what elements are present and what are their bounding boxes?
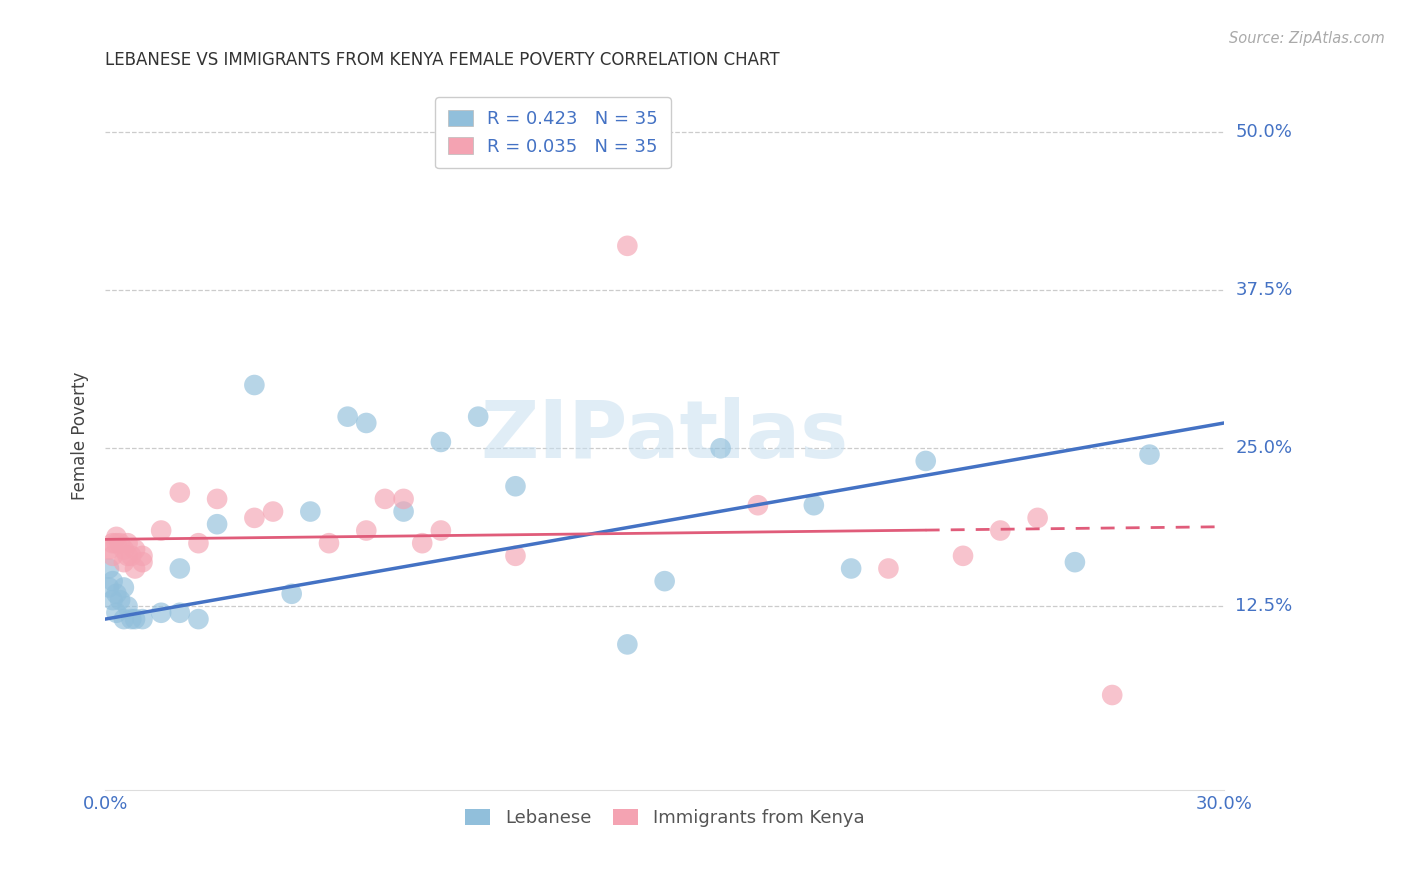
Point [262, 504, 284, 518]
Point [336, 409, 359, 424]
Point [108, 593, 131, 607]
Point [131, 555, 153, 569]
Point [1101, 688, 1123, 702]
Point [131, 549, 153, 563]
Point [169, 485, 191, 500]
Point [101, 593, 124, 607]
Text: LEBANESE VS IMMIGRANTS FROM KENYA FEMALE POVERTY CORRELATION CHART: LEBANESE VS IMMIGRANTS FROM KENYA FEMALE… [105, 51, 780, 69]
Point [616, 239, 638, 253]
Point [117, 599, 139, 614]
Point [169, 561, 191, 575]
Point [356, 416, 378, 430]
Point [616, 637, 638, 651]
Point [467, 409, 489, 424]
Point [101, 536, 124, 550]
Point [120, 612, 142, 626]
Point [105, 587, 128, 601]
Point [411, 536, 433, 550]
Point [952, 549, 974, 563]
Point [105, 606, 128, 620]
Point [101, 574, 124, 589]
Point [877, 561, 900, 575]
Point [392, 504, 415, 518]
Point [243, 511, 266, 525]
Point [97, 581, 120, 595]
Point [1026, 511, 1049, 525]
Point [205, 491, 228, 506]
Point [112, 581, 135, 595]
Point [124, 561, 146, 575]
Point [374, 491, 396, 506]
Point [112, 612, 135, 626]
Point [356, 524, 378, 538]
Point [105, 536, 128, 550]
Point [101, 549, 124, 563]
Point [120, 549, 142, 563]
Point [108, 536, 131, 550]
Point [187, 536, 209, 550]
Point [280, 587, 302, 601]
Point [150, 606, 173, 620]
Point [988, 524, 1011, 538]
Point [243, 378, 266, 392]
Point [97, 542, 120, 557]
Point [505, 549, 527, 563]
Text: 50.0%: 50.0% [1236, 123, 1292, 141]
Point [187, 612, 209, 626]
Point [430, 434, 453, 449]
Point [1064, 555, 1087, 569]
Point [299, 504, 322, 518]
Point [505, 479, 527, 493]
Point [747, 498, 769, 512]
Point [105, 530, 128, 544]
Text: 37.5%: 37.5% [1236, 281, 1292, 299]
Point [117, 549, 139, 563]
Point [117, 536, 139, 550]
Point [150, 524, 173, 538]
Point [392, 491, 415, 506]
Point [430, 524, 453, 538]
Text: Source: ZipAtlas.com: Source: ZipAtlas.com [1229, 31, 1385, 46]
Text: ZIPatlas: ZIPatlas [481, 397, 849, 475]
Point [839, 561, 862, 575]
Y-axis label: Female Poverty: Female Poverty [72, 371, 89, 500]
Point [914, 454, 936, 468]
Point [112, 555, 135, 569]
Point [318, 536, 340, 550]
Point [124, 612, 146, 626]
Point [97, 561, 120, 575]
Point [112, 542, 135, 557]
Point [710, 442, 733, 456]
Legend: Lebanese, Immigrants from Kenya: Lebanese, Immigrants from Kenya [458, 801, 872, 834]
Text: 12.5%: 12.5% [1236, 598, 1292, 615]
Point [654, 574, 676, 589]
Point [1139, 448, 1161, 462]
Point [803, 498, 825, 512]
Point [124, 542, 146, 557]
Text: 25.0%: 25.0% [1236, 439, 1292, 458]
Point [131, 612, 153, 626]
Point [205, 517, 228, 532]
Point [169, 606, 191, 620]
